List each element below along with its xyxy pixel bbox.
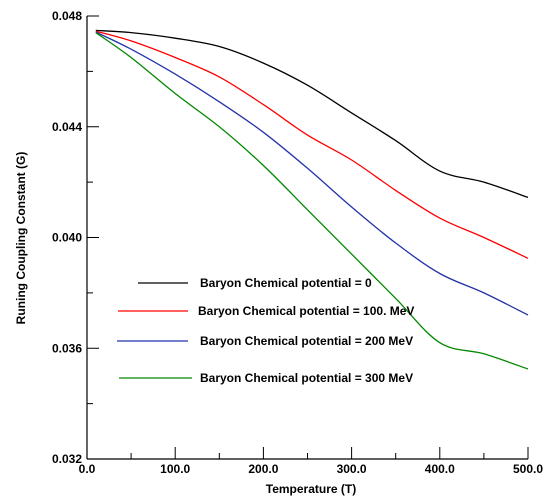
x-axis-title: Temperature (T) bbox=[266, 482, 356, 496]
x-tick-label: 400.0 bbox=[425, 462, 455, 476]
y-axis-title: Runing Coupling Constant (G) bbox=[14, 152, 28, 325]
y-tick-label: 0.040 bbox=[52, 231, 82, 245]
y-tick-label: 0.048 bbox=[52, 9, 82, 23]
series-line-1 bbox=[95, 29, 529, 199]
tick-labels: 0.0 100.0 200.0 300.0 400.0 500.0 0.032 0.036 0.… bbox=[52, 9, 543, 476]
series-line-3 bbox=[95, 31, 529, 316]
legend-label-3: Baryon Chemical potential = 200 MeV bbox=[200, 334, 413, 348]
y-tick-label: 0.044 bbox=[52, 120, 82, 134]
x-tick-label: 500.0 bbox=[513, 462, 543, 476]
x-tick-label: 300.0 bbox=[337, 462, 367, 476]
x-tick-label: 100.0 bbox=[160, 462, 190, 476]
series-line-2 bbox=[95, 30, 529, 259]
y-tick-label: 0.032 bbox=[52, 452, 82, 466]
legend: Baryon Chemical potential = 0 Baryon Chem… bbox=[117, 276, 414, 385]
legend-label-2: Baryon Chemical potential = 100. MeV bbox=[198, 304, 414, 318]
series-line-4 bbox=[95, 32, 529, 370]
x-tick-label: 200.0 bbox=[248, 462, 278, 476]
series-lines bbox=[95, 29, 529, 370]
axes bbox=[86, 15, 529, 460]
y-tick-label: 0.036 bbox=[52, 341, 82, 355]
legend-label-1: Baryon Chemical potential = 0 bbox=[200, 276, 372, 290]
x-tick-label: 0.0 bbox=[79, 462, 96, 476]
legend-label-4: Baryon Chemical potential = 300 MeV bbox=[200, 371, 413, 385]
